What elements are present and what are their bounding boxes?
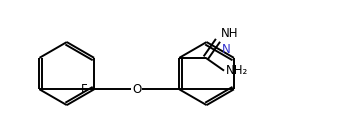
Text: N: N [222,43,230,56]
Text: NH₂: NH₂ [226,64,248,77]
Text: O: O [132,83,141,96]
Text: F: F [81,83,88,96]
Text: NH: NH [221,27,238,40]
